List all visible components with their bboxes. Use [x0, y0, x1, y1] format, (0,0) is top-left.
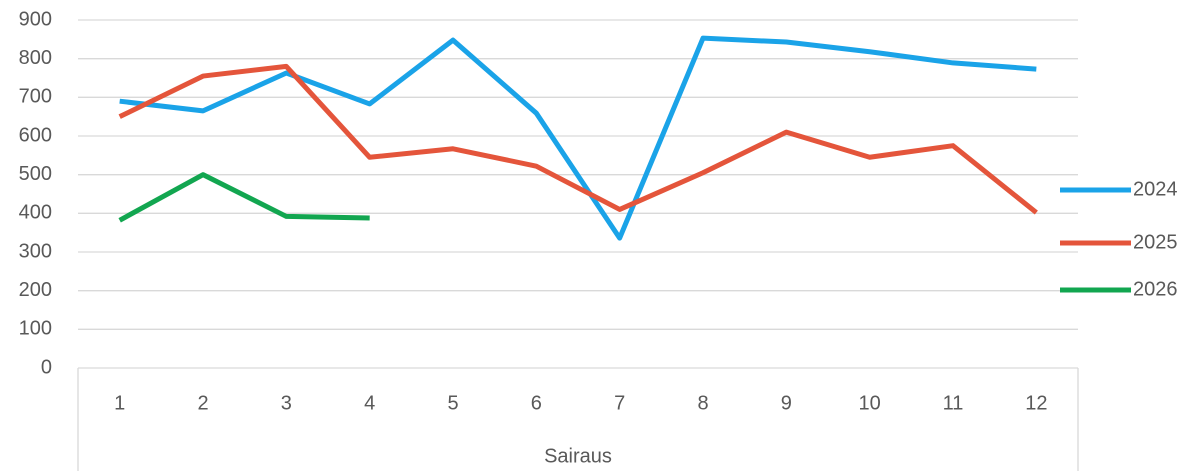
y-tick-label: 300 — [19, 240, 52, 262]
y-tick-label: 600 — [19, 124, 52, 146]
x-tick-label: 4 — [364, 392, 375, 414]
x-tick-label: 9 — [781, 392, 792, 414]
x-tick-label: 5 — [447, 392, 458, 414]
y-tick-label: 400 — [19, 202, 52, 224]
legend-label: 2025 — [1133, 231, 1178, 253]
series-line — [119, 35, 1037, 241]
x-tick-label: 11 — [943, 392, 964, 414]
x-tick-label: 10 — [859, 392, 881, 414]
y-tick-label: 900 — [19, 8, 52, 30]
x-tick-label: 1 — [114, 392, 125, 414]
y-tick-label: 100 — [19, 318, 52, 340]
y-tick-label: 200 — [19, 279, 52, 301]
legend-label: 2024 — [1133, 178, 1178, 200]
x-tick-label: 8 — [697, 392, 708, 414]
x-tick-label: 12 — [1025, 392, 1047, 414]
series-line — [118, 172, 370, 223]
x-axis-title: Sairaus — [544, 445, 612, 467]
x-tick-label: 3 — [281, 392, 292, 414]
y-tick-label: 800 — [19, 47, 52, 69]
y-tick-label: 0 — [41, 356, 52, 378]
x-tick-label: 7 — [614, 392, 625, 414]
legend-label: 2026 — [1133, 278, 1178, 300]
series-line — [118, 63, 1038, 215]
y-tick-label: 700 — [19, 86, 52, 108]
x-tick-label: 2 — [197, 392, 208, 414]
y-tick-label: 500 — [19, 163, 52, 185]
x-tick-label: 6 — [531, 392, 542, 414]
